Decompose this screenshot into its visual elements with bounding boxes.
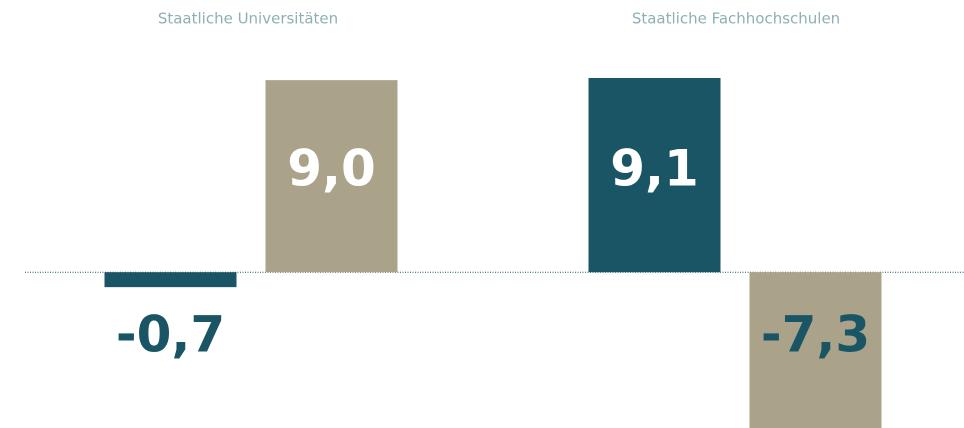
value-label: -0,7 — [116, 306, 225, 364]
category-label: Staatliche Universitäten — [158, 10, 338, 28]
value-label: 9,1 — [610, 140, 699, 198]
value-label: -7,3 — [761, 306, 870, 364]
bar — [749, 272, 882, 428]
bar — [104, 272, 237, 288]
value-label: 9,0 — [287, 140, 376, 198]
bar — [588, 78, 721, 273]
bar — [265, 80, 398, 273]
category-label: Staatliche Fachhochschulen — [632, 10, 840, 28]
